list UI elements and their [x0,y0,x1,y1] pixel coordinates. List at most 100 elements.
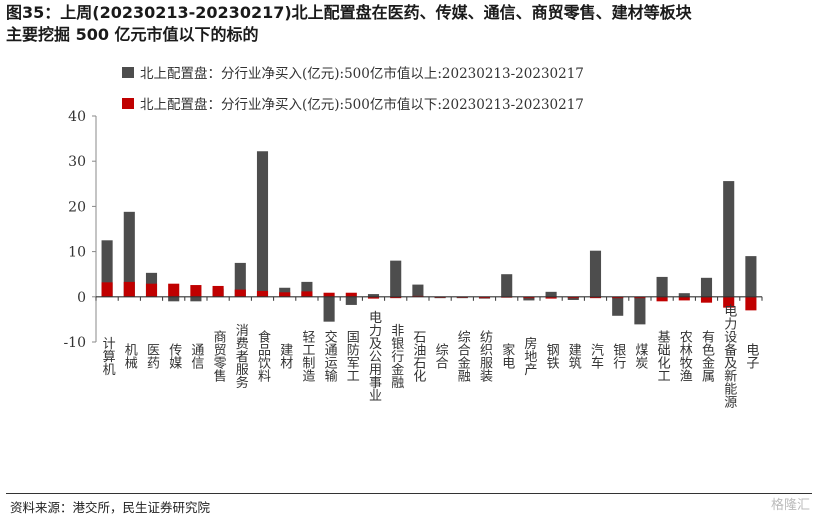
title-line-2: 主要挖掘 500 亿元市值以下的标的 [6,25,259,44]
bar-above-10 [323,296,335,322]
x-tick-label: 综合 [433,343,449,369]
bar-below-27 [700,296,713,303]
x-tick-label: 计算机 [100,337,116,377]
x-tick-label: 汽车 [588,343,604,369]
x-tick-label: 机械 [122,343,138,369]
x-tick-label: 农林牧渔 [677,330,693,382]
bar-above-29 [745,256,757,297]
bar-below-4 [190,285,202,297]
y-tick-label: -10 [63,335,86,351]
bar-above-25 [656,276,668,297]
bar-above-20 [545,291,557,297]
bar-above-28 [723,181,735,297]
legend-label-above: 北上配置盘：分行业净买入(亿元):500亿市值以上:20230213-20230… [140,66,584,82]
bar-chart: -10 0 10 20 30 40 计算机 机械 医药 传媒 通信 商贸零售 消费者服务 食品饮料 建材 轻工… [63,109,763,408]
legend-item-above: 北上配置盘：分行业净买入(亿元):500亿市值以上:20230213-20230… [122,62,584,82]
bar-below-19 [523,296,535,299]
bar-below-0 [101,282,113,297]
bar-below-25 [656,296,668,302]
bar-above-13 [390,260,402,297]
bar-above-27 [700,277,713,297]
bar-below-28 [723,296,735,308]
bar-above-24 [634,296,646,325]
x-tick-label: 电子 [743,343,759,369]
x-tick-label: 医药 [144,343,160,369]
bar-above-12 [367,294,380,297]
x-tick-label: 石油石化 [410,330,426,383]
y-tick-label: 20 [68,199,86,215]
x-tick-label: 电力设备及新能源 [721,304,737,408]
x-tick-label: 房地产 [521,336,537,377]
x-tick-label: 家电 [499,342,515,369]
legend-item-below: 北上配置盘：分行业净买入(亿元):500亿市值以下:20230213-20230… [122,93,584,113]
bar-below-13 [390,296,402,299]
bar-below-26 [678,296,690,301]
bar-above-9 [301,281,313,297]
bar-above-21 [567,296,579,300]
watermark: 格隆汇 [770,498,810,513]
x-tick-label: 纺织服装 [477,330,493,382]
bar-below-2 [145,283,158,297]
legend: 北上配置盘：分行业净买入(亿元):500亿市值以上:20230213-20230… [122,62,584,124]
source-note: 资料来源：港交所，民生证券研究院 [10,500,211,515]
bar-below-5 [212,285,224,297]
y-tick-label: 30 [68,154,86,170]
bar-above-18 [501,274,513,297]
title-line-1: 图35：上周(20230213-20230217)北上配置盘在医药、传媒、通信、… [6,3,692,22]
bar-above-23 [612,296,624,316]
bar-below-24 [634,296,646,299]
bar-above-4 [190,296,202,302]
x-tick-label: 消费者服务 [233,324,249,389]
bar-above-22 [589,250,602,297]
bar-below-12 [367,296,380,299]
bar-above-6 [234,262,246,297]
y-tick-label: 10 [68,245,86,261]
bar-above-7 [256,151,269,297]
x-tick-label: 银行 [610,343,626,370]
bar-below-1 [123,281,135,297]
x-tick-label: 食品饮料 [255,329,271,382]
bar-above-1 [123,211,135,297]
bar-below-8 [279,292,291,297]
bar-above-0 [101,240,113,297]
bar-below-9 [301,291,313,297]
x-tick-label: 建材 [277,343,293,369]
y-tick-label: 40 [68,109,86,125]
x-tick-label: 建筑 [566,343,582,370]
bar-below-17 [478,296,491,299]
bar-above-19 [523,296,535,301]
bar-below-23 [612,296,624,299]
bar-above-11 [345,296,357,305]
bar-below-6 [234,289,246,297]
x-tick-label: 非银行金融 [388,324,404,389]
x-tick-label: 通信 [188,343,204,369]
bar-above-3 [168,296,180,302]
x-tick-label: 交通运输 [322,329,338,382]
bar-below-29 [745,296,757,311]
x-tick-label: 商贸零售 [211,330,227,382]
bar-below-3 [168,283,180,297]
bar-below-7 [256,290,269,297]
x-tick-label: 钢铁 [544,343,560,369]
bar-below-11 [345,292,357,297]
bar-above-26 [678,293,690,297]
legend-label-below: 北上配置盘：分行业净买入(亿元):500亿市值以下:20230213-20230… [140,97,584,113]
bar-below-22 [589,296,602,299]
x-tick-label: 煤炭 [632,343,648,370]
x-tick-label: 传媒 [166,343,182,369]
x-tick-label: 基础化工 [655,330,671,382]
x-tick-label: 国防军工 [344,330,360,382]
y-tick-label: 0 [77,290,86,306]
bar-below-21 [567,296,579,299]
bar-above-14 [412,284,424,297]
legend-swatch-above [122,66,134,78]
x-tick-label: 有色金属 [699,330,715,383]
legend-swatch-below [122,97,134,109]
bar-below-10 [323,292,335,297]
x-tick-label: 电力及公用事业 [366,311,382,402]
chart-title: 图35：上周(20230213-20230217)北上配置盘在医药、传媒、通信、… [6,2,814,46]
bar-below-20 [545,296,557,299]
x-tick-label: 综合金融 [455,330,471,382]
footer-rule [6,493,812,494]
x-tick-label: 轻工制造 [299,330,315,383]
